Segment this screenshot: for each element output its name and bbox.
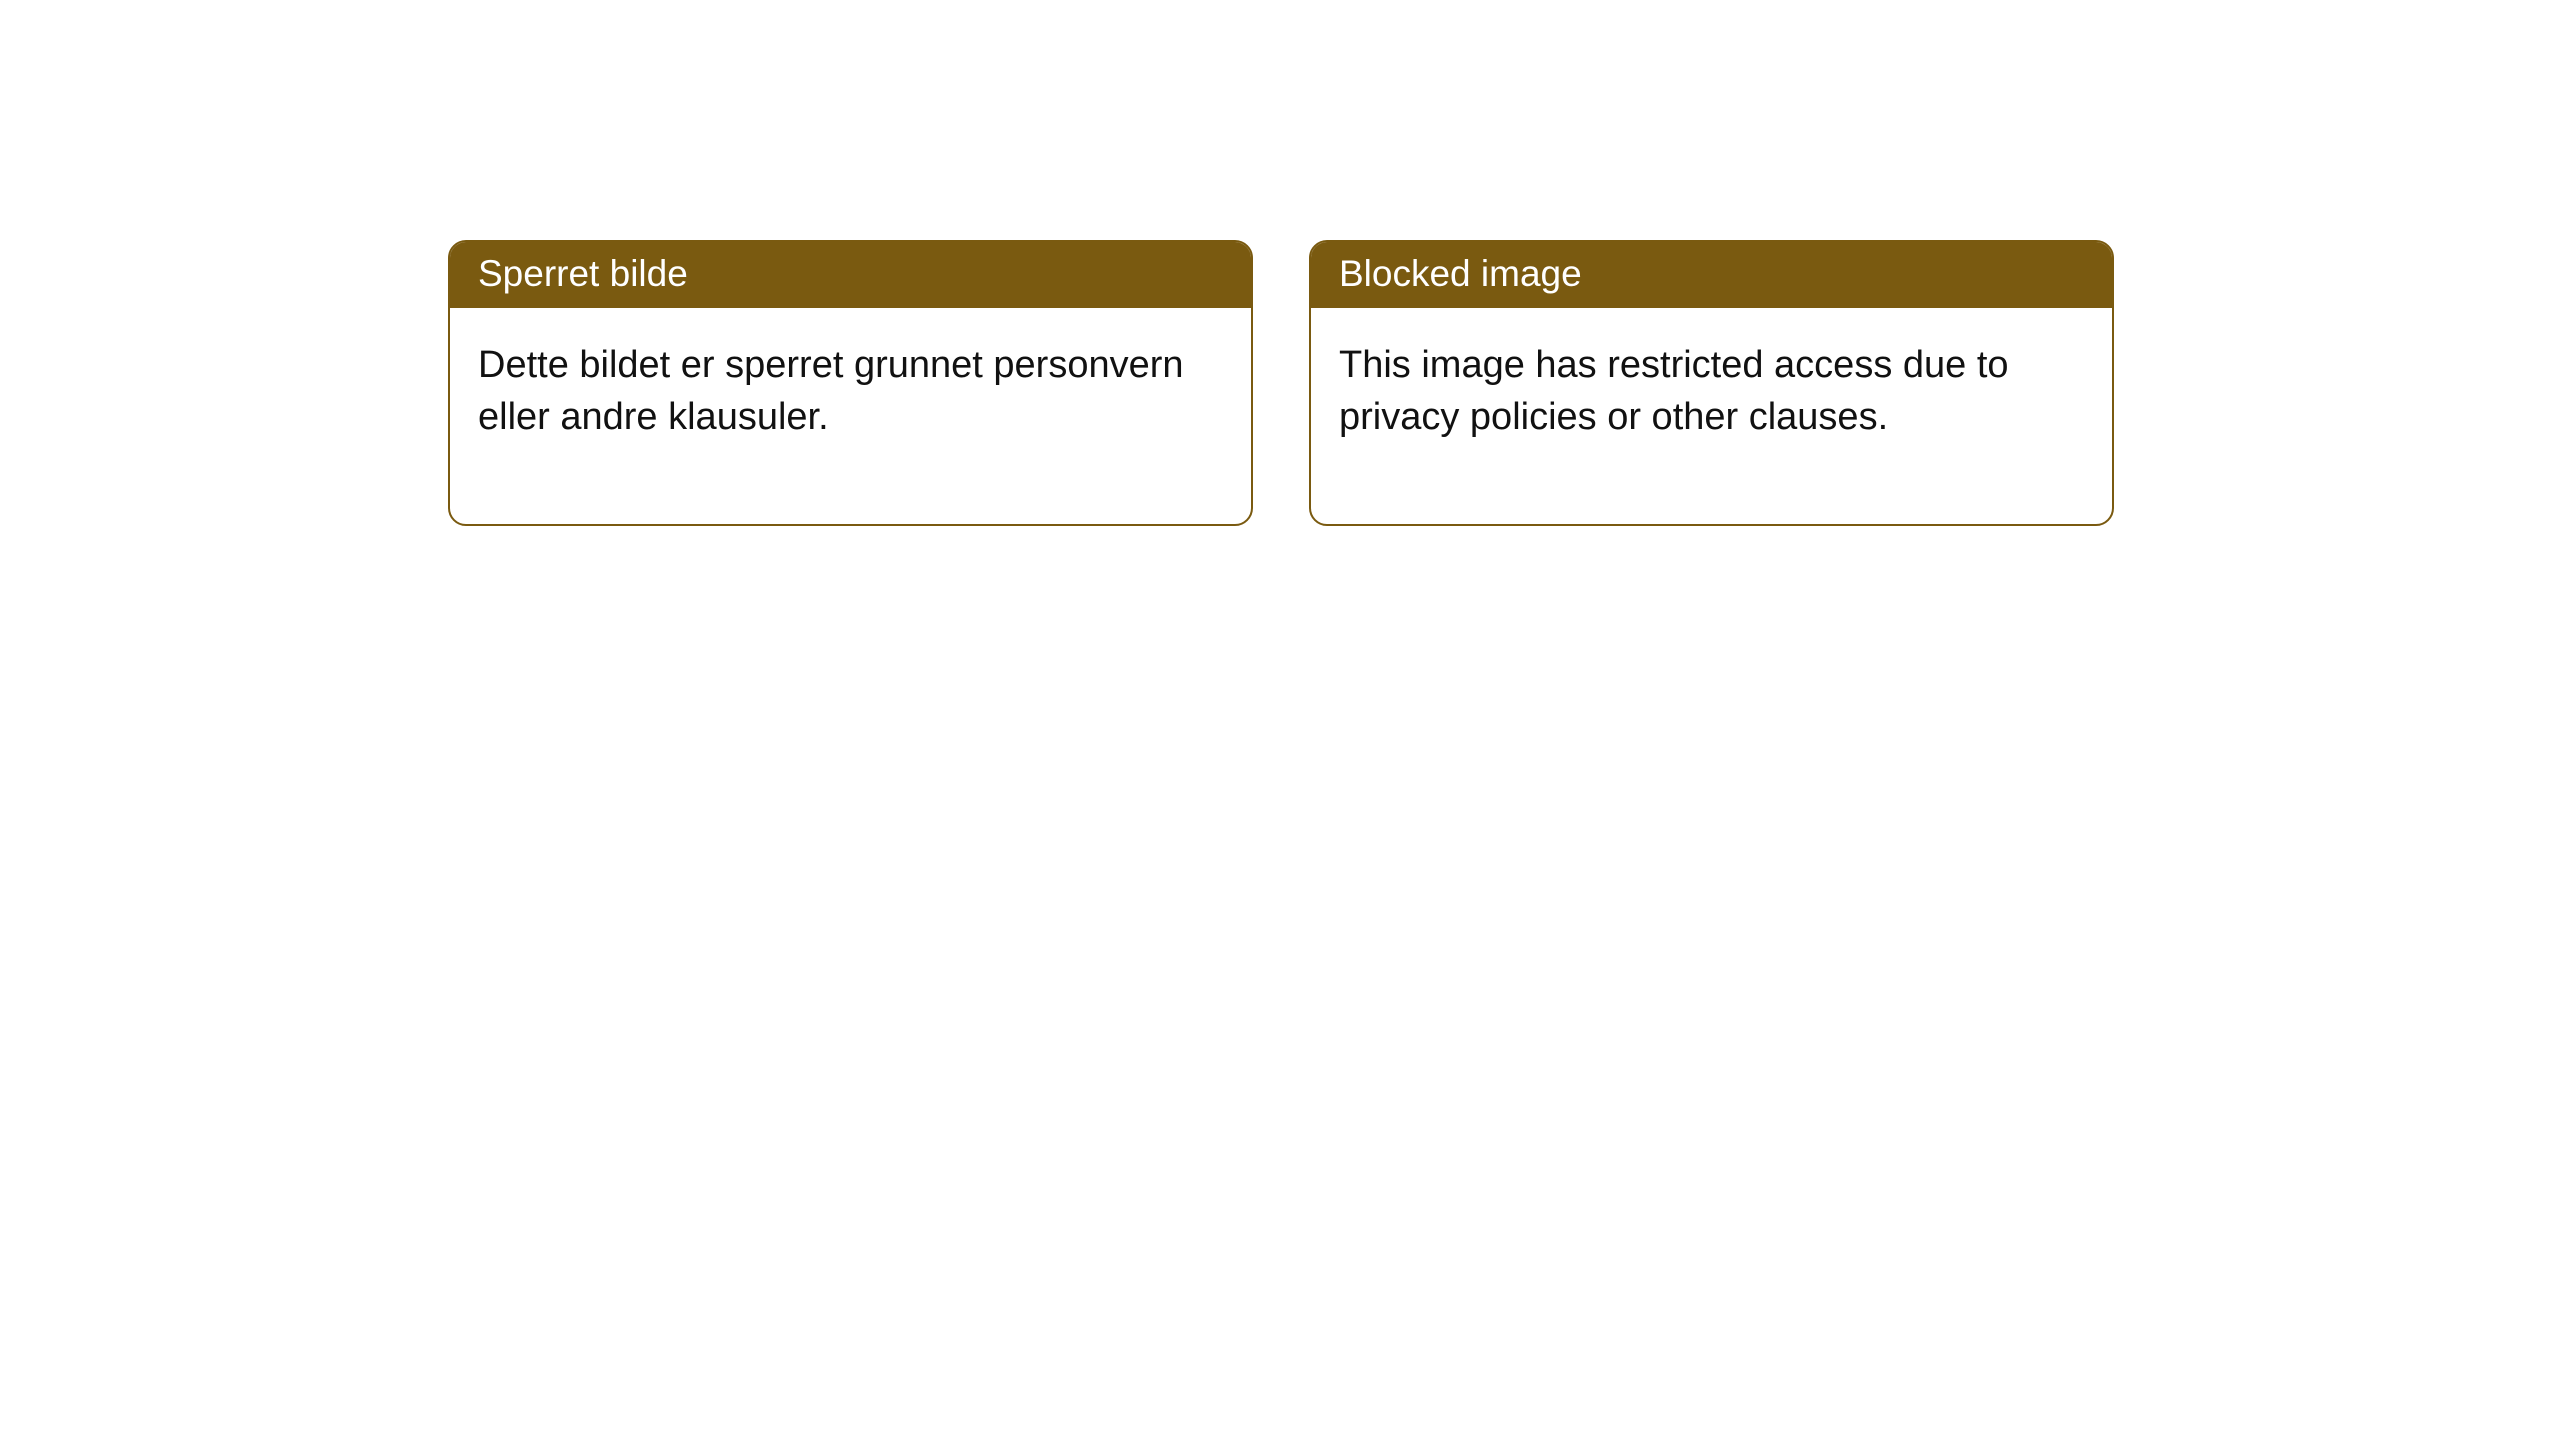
card-header-en: Blocked image xyxy=(1311,242,2112,308)
card-body-text-en: This image has restricted access due to … xyxy=(1339,340,2084,443)
card-header-no: Sperret bilde xyxy=(450,242,1251,308)
cards-container: Sperret bilde Dette bildet er sperret gr… xyxy=(0,0,2560,526)
blocked-image-card-en: Blocked image This image has restricted … xyxy=(1309,240,2114,526)
blocked-image-card-no: Sperret bilde Dette bildet er sperret gr… xyxy=(448,240,1253,526)
card-body-no: Dette bildet er sperret grunnet personve… xyxy=(450,308,1251,524)
card-body-en: This image has restricted access due to … xyxy=(1311,308,2112,524)
card-body-text-no: Dette bildet er sperret grunnet personve… xyxy=(478,340,1223,443)
